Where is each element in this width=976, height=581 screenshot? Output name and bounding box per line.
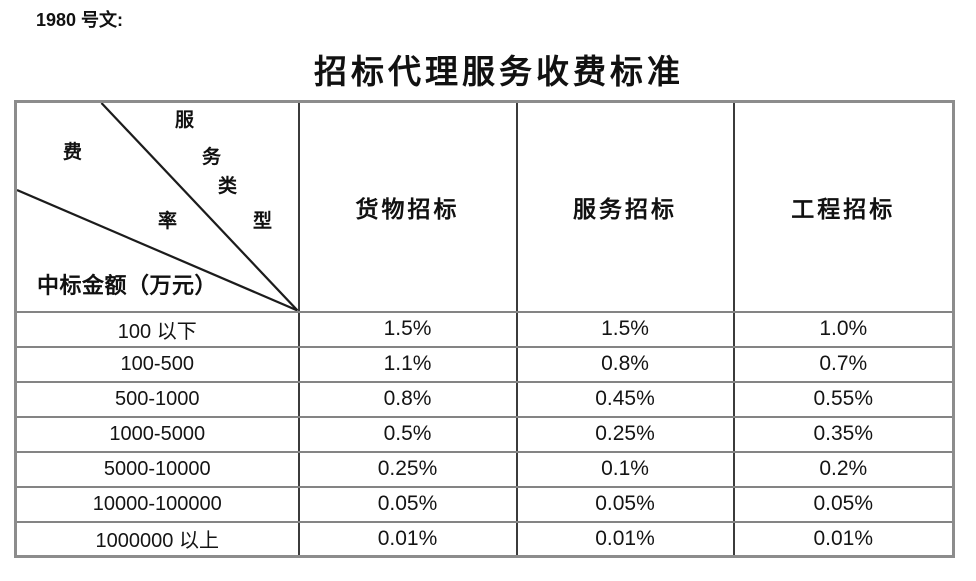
amount-range-cell: 1000000 以上	[14, 520, 300, 558]
amount-range-cell: 10000-100000	[14, 485, 300, 523]
rate-cell: 0.8%	[297, 380, 518, 418]
rate-cell: 0.05%	[732, 485, 955, 523]
header-row: 服 务 类 型 费 率 中标金额（万元） 货物招标 服务招标 工程招标	[14, 100, 955, 313]
rate-cell: 0.55%	[732, 380, 955, 418]
column-header-services: 服务招标	[515, 100, 735, 313]
corner-label-service-type-char1: 服	[175, 110, 195, 131]
amount-range-cell: 500-1000	[14, 380, 300, 418]
amount-range-cell: 100-500	[14, 345, 300, 383]
rate-cell: 0.01%	[297, 520, 518, 558]
rate-cell: 0.05%	[515, 485, 735, 523]
rate-cell: 0.1%	[515, 450, 735, 488]
rate-cell: 0.01%	[732, 520, 955, 558]
amount-range-cell: 100 以下	[14, 310, 300, 348]
corner-label-fee-rate-char2: 率	[158, 211, 178, 232]
rate-cell: 0.7%	[732, 345, 955, 383]
table-row: 10000-100000 0.05% 0.05% 0.05%	[14, 485, 955, 523]
rate-cell: 0.2%	[732, 450, 955, 488]
corner-label-service-type-char4: 型	[253, 211, 273, 232]
amount-range-cell: 5000-10000	[14, 450, 300, 488]
corner-cell: 服 务 类 型 费 率 中标金额（万元）	[14, 100, 300, 313]
rate-cell: 0.05%	[297, 485, 518, 523]
corner-label-award-amount: 中标金额（万元）	[37, 273, 218, 298]
rate-cell: 1.1%	[297, 345, 518, 383]
column-header-works: 工程招标	[732, 100, 955, 313]
corner-label-service-type-char3: 类	[218, 176, 238, 197]
rate-cell: 0.25%	[515, 415, 735, 453]
corner-label-service-type-char2: 务	[202, 147, 222, 168]
table-row: 100 以下 1.5% 1.5% 1.0%	[14, 310, 955, 348]
table-row: 100-500 1.1% 0.8% 0.7%	[14, 345, 955, 383]
rate-cell: 0.01%	[515, 520, 735, 558]
amount-range-cell: 1000-5000	[14, 415, 300, 453]
diagonal-divider-lines	[17, 103, 297, 310]
rate-cell: 1.5%	[515, 310, 735, 348]
rate-cell: 0.45%	[515, 380, 735, 418]
page-title: 招标代理服务收费标准	[314, 55, 684, 91]
rate-cell: 1.0%	[732, 310, 955, 348]
rate-cell: 0.8%	[515, 345, 735, 383]
rate-cell: 0.25%	[297, 450, 518, 488]
table-row: 1000000 以上 0.01% 0.01% 0.01%	[14, 520, 955, 558]
doc-reference: 1980 号文:	[36, 10, 124, 30]
corner-label-fee-rate-char1: 费	[63, 142, 83, 163]
table-row: 1000-5000 0.5% 0.25% 0.35%	[14, 415, 955, 453]
table-row: 5000-10000 0.25% 0.1% 0.2%	[14, 450, 955, 488]
rate-cell: 1.5%	[297, 310, 518, 348]
column-header-goods: 货物招标	[297, 100, 518, 313]
fee-table: 服 务 类 型 费 率 中标金额（万元） 货物招标 服务招标 工程招标 100 …	[14, 100, 955, 558]
table-row: 500-1000 0.8% 0.45% 0.55%	[14, 380, 955, 418]
rate-cell: 0.35%	[732, 415, 955, 453]
rate-cell: 0.5%	[297, 415, 518, 453]
